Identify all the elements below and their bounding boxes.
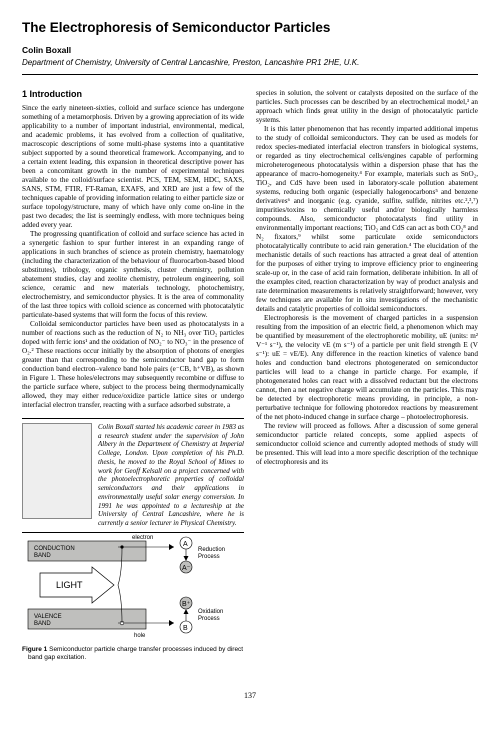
author-bio-box: Colin Boxall started his academic career… <box>22 418 244 533</box>
light-arrow-icon: LIGHT <box>40 567 114 603</box>
svg-text:B⁺: B⁺ <box>182 601 191 608</box>
electron-label: electron <box>132 535 153 541</box>
svg-text:BAND: BAND <box>34 553 51 559</box>
page-title: The Electrophoresis of Semiconductor Par… <box>22 20 478 37</box>
svg-text:B: B <box>183 625 188 632</box>
section-heading: 1 Introduction <box>22 89 244 100</box>
figure-caption: Figure 1 Semiconductor particle charge t… <box>22 646 244 662</box>
svg-text:A: A <box>183 541 188 548</box>
paragraph: Electrophoresis is the movement of charg… <box>256 314 478 422</box>
author-name: Colin Boxall <box>22 45 478 56</box>
paragraph: The progressing quantification of colloi… <box>22 230 244 320</box>
author-photo <box>22 423 92 519</box>
svg-text:A⁻: A⁻ <box>182 565 191 572</box>
cb-label: CONDUCTION <box>34 546 75 552</box>
svg-text:LIGHT: LIGHT <box>56 580 83 590</box>
figure-1: CONDUCTION BAND VALENCE BAND LIGHT elect… <box>22 533 244 662</box>
reduction-label: Reduction <box>198 547 225 553</box>
vb-label: VALENCE <box>34 614 62 620</box>
svg-text:Process: Process <box>198 616 220 622</box>
paragraph: The review will proceed as follows. Afte… <box>256 422 478 467</box>
author-bio-text: Colin Boxall started his academic career… <box>98 423 244 528</box>
paragraph: species in solution, the solvent or cata… <box>256 89 478 125</box>
two-column-body: 1 Introduction Since the early nineteen-… <box>22 89 478 685</box>
oxidation-label: Oxidation <box>198 609 223 615</box>
paragraph: Since the early nineteen-sixties, colloi… <box>22 104 244 230</box>
svg-text:Process: Process <box>198 554 220 560</box>
title-rule <box>22 74 478 75</box>
hole-label: hole <box>134 633 146 639</box>
affiliation: Department of Chemistry, University of C… <box>22 58 478 68</box>
paragraph: Colloidal semiconductor particles have b… <box>22 320 244 410</box>
paragraph: It is this latter phenomenon that has re… <box>256 125 478 314</box>
svg-text:BAND: BAND <box>34 621 51 627</box>
page-number: 137 <box>22 691 478 701</box>
